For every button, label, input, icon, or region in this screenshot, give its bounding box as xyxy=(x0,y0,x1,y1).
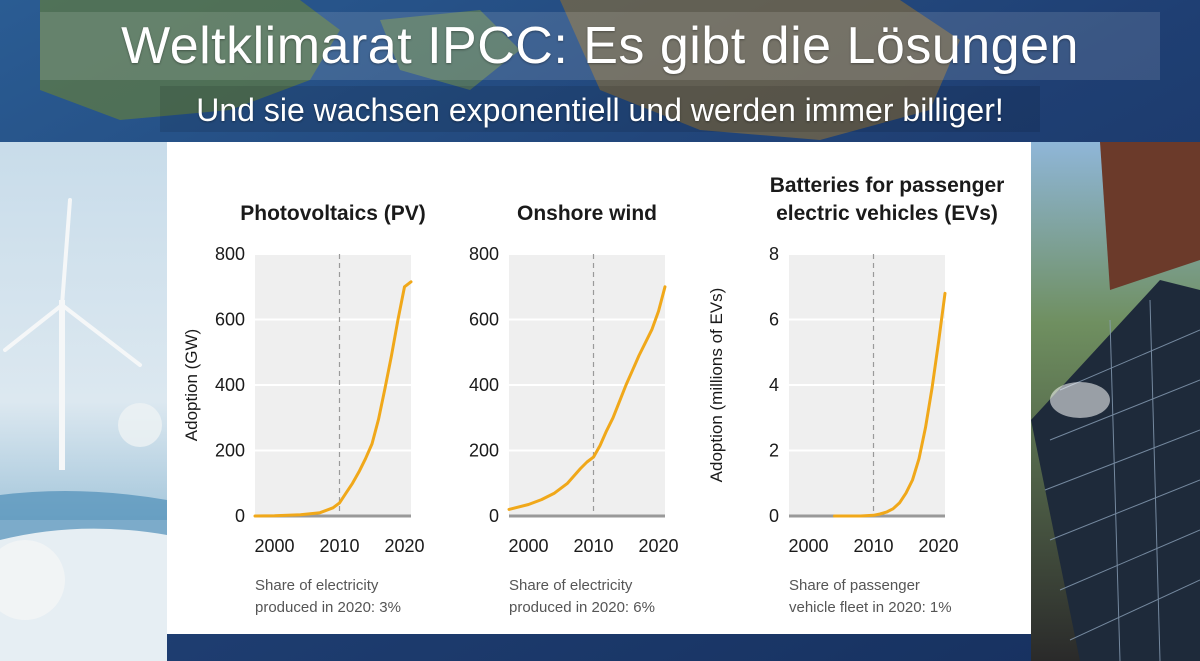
share-note: produced in 2020: 6% xyxy=(509,599,655,616)
y-tick-label: 600 xyxy=(215,310,245,330)
x-tick-label: 2010 xyxy=(853,536,893,556)
x-tick-label: 2000 xyxy=(788,536,828,556)
y-axis-label: Adoption (millions of EVs) xyxy=(707,288,726,483)
wind-turbine-tower xyxy=(59,300,65,470)
solar-panels xyxy=(1031,280,1200,661)
chart-2: Onshore wind 0 200 400 600 800 2000 2010 2020 Sha… xyxy=(469,202,679,616)
share-note: Share of electricity xyxy=(509,577,633,594)
y-tick-label: 800 xyxy=(215,244,245,264)
landmass xyxy=(40,0,340,120)
slide-subtitle: Und sie wachsen exponentiell und werden … xyxy=(196,92,1004,128)
data-series-line xyxy=(507,285,667,511)
chart-panel: Photovoltaics (PV) 0 200 400 600 800 2000 2010 2… xyxy=(167,142,1031,634)
data-series-line xyxy=(833,291,947,518)
x-tick-label: 2000 xyxy=(254,536,294,556)
y-tick-label: 200 xyxy=(215,441,245,461)
y-tick-label: 2 xyxy=(769,441,779,461)
data-series-line xyxy=(253,280,413,518)
share-note: Share of electricity xyxy=(255,577,379,594)
share-note: Share of passenger xyxy=(789,577,920,594)
y-tick-label: 4 xyxy=(769,375,779,395)
x-tick-label: 2020 xyxy=(918,536,958,556)
landmass xyxy=(380,10,520,90)
y-tick-label: 600 xyxy=(469,310,499,330)
share-note: vehicle fleet in 2020: 1% xyxy=(789,599,952,616)
share-note: produced in 2020: 3% xyxy=(255,599,401,616)
chart-title: Photovoltaics (PV) xyxy=(240,202,426,225)
wind-turbine-rotor xyxy=(3,198,142,367)
frosted-tree xyxy=(0,540,65,620)
chart-title: electric vehicles (EVs) xyxy=(776,202,998,225)
chart-title: Onshore wind xyxy=(517,202,657,225)
frozen-water xyxy=(0,491,167,540)
landmass xyxy=(560,0,960,140)
chart-title: Batteries for passenger xyxy=(770,174,1005,197)
y-tick-label: 0 xyxy=(235,506,245,526)
x-tick-label: 2010 xyxy=(573,536,613,556)
title-band xyxy=(40,12,1160,80)
chart-1: Photovoltaics (PV) 0 200 400 600 800 2000 2010 2… xyxy=(182,202,426,616)
x-tick-label: 2020 xyxy=(384,536,424,556)
x-tick-label: 2020 xyxy=(638,536,678,556)
subtitle-band xyxy=(160,86,1040,132)
y-tick-label: 8 xyxy=(769,244,779,264)
y-tick-label: 0 xyxy=(769,506,779,526)
roof-tiles xyxy=(1100,142,1200,290)
slide-title: Weltklimarat IPCC: Es gibt die Lösungen xyxy=(121,17,1079,75)
frosted-tree xyxy=(118,403,162,447)
y-tick-label: 0 xyxy=(489,506,499,526)
y-tick-label: 400 xyxy=(215,375,245,395)
x-tick-label: 2000 xyxy=(508,536,548,556)
y-tick-label: 6 xyxy=(769,310,779,330)
y-tick-label: 200 xyxy=(469,441,499,461)
x-tick-label: 2010 xyxy=(319,536,359,556)
y-tick-label: 400 xyxy=(469,375,499,395)
chart-3: Batteries for passenger electric vehicles… xyxy=(707,174,1004,616)
y-axis-label: Adoption (GW) xyxy=(182,329,201,441)
y-tick-label: 800 xyxy=(469,244,499,264)
